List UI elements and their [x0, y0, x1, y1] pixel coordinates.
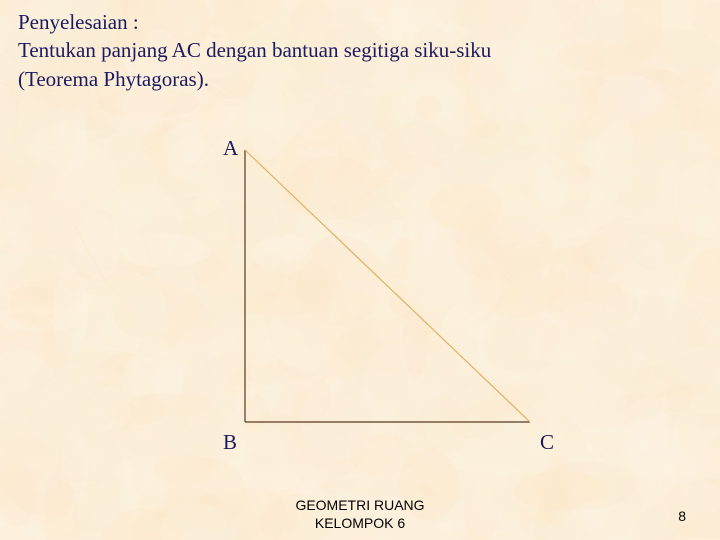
edge-AC	[245, 150, 530, 422]
right-triangle-diagram	[0, 0, 720, 540]
